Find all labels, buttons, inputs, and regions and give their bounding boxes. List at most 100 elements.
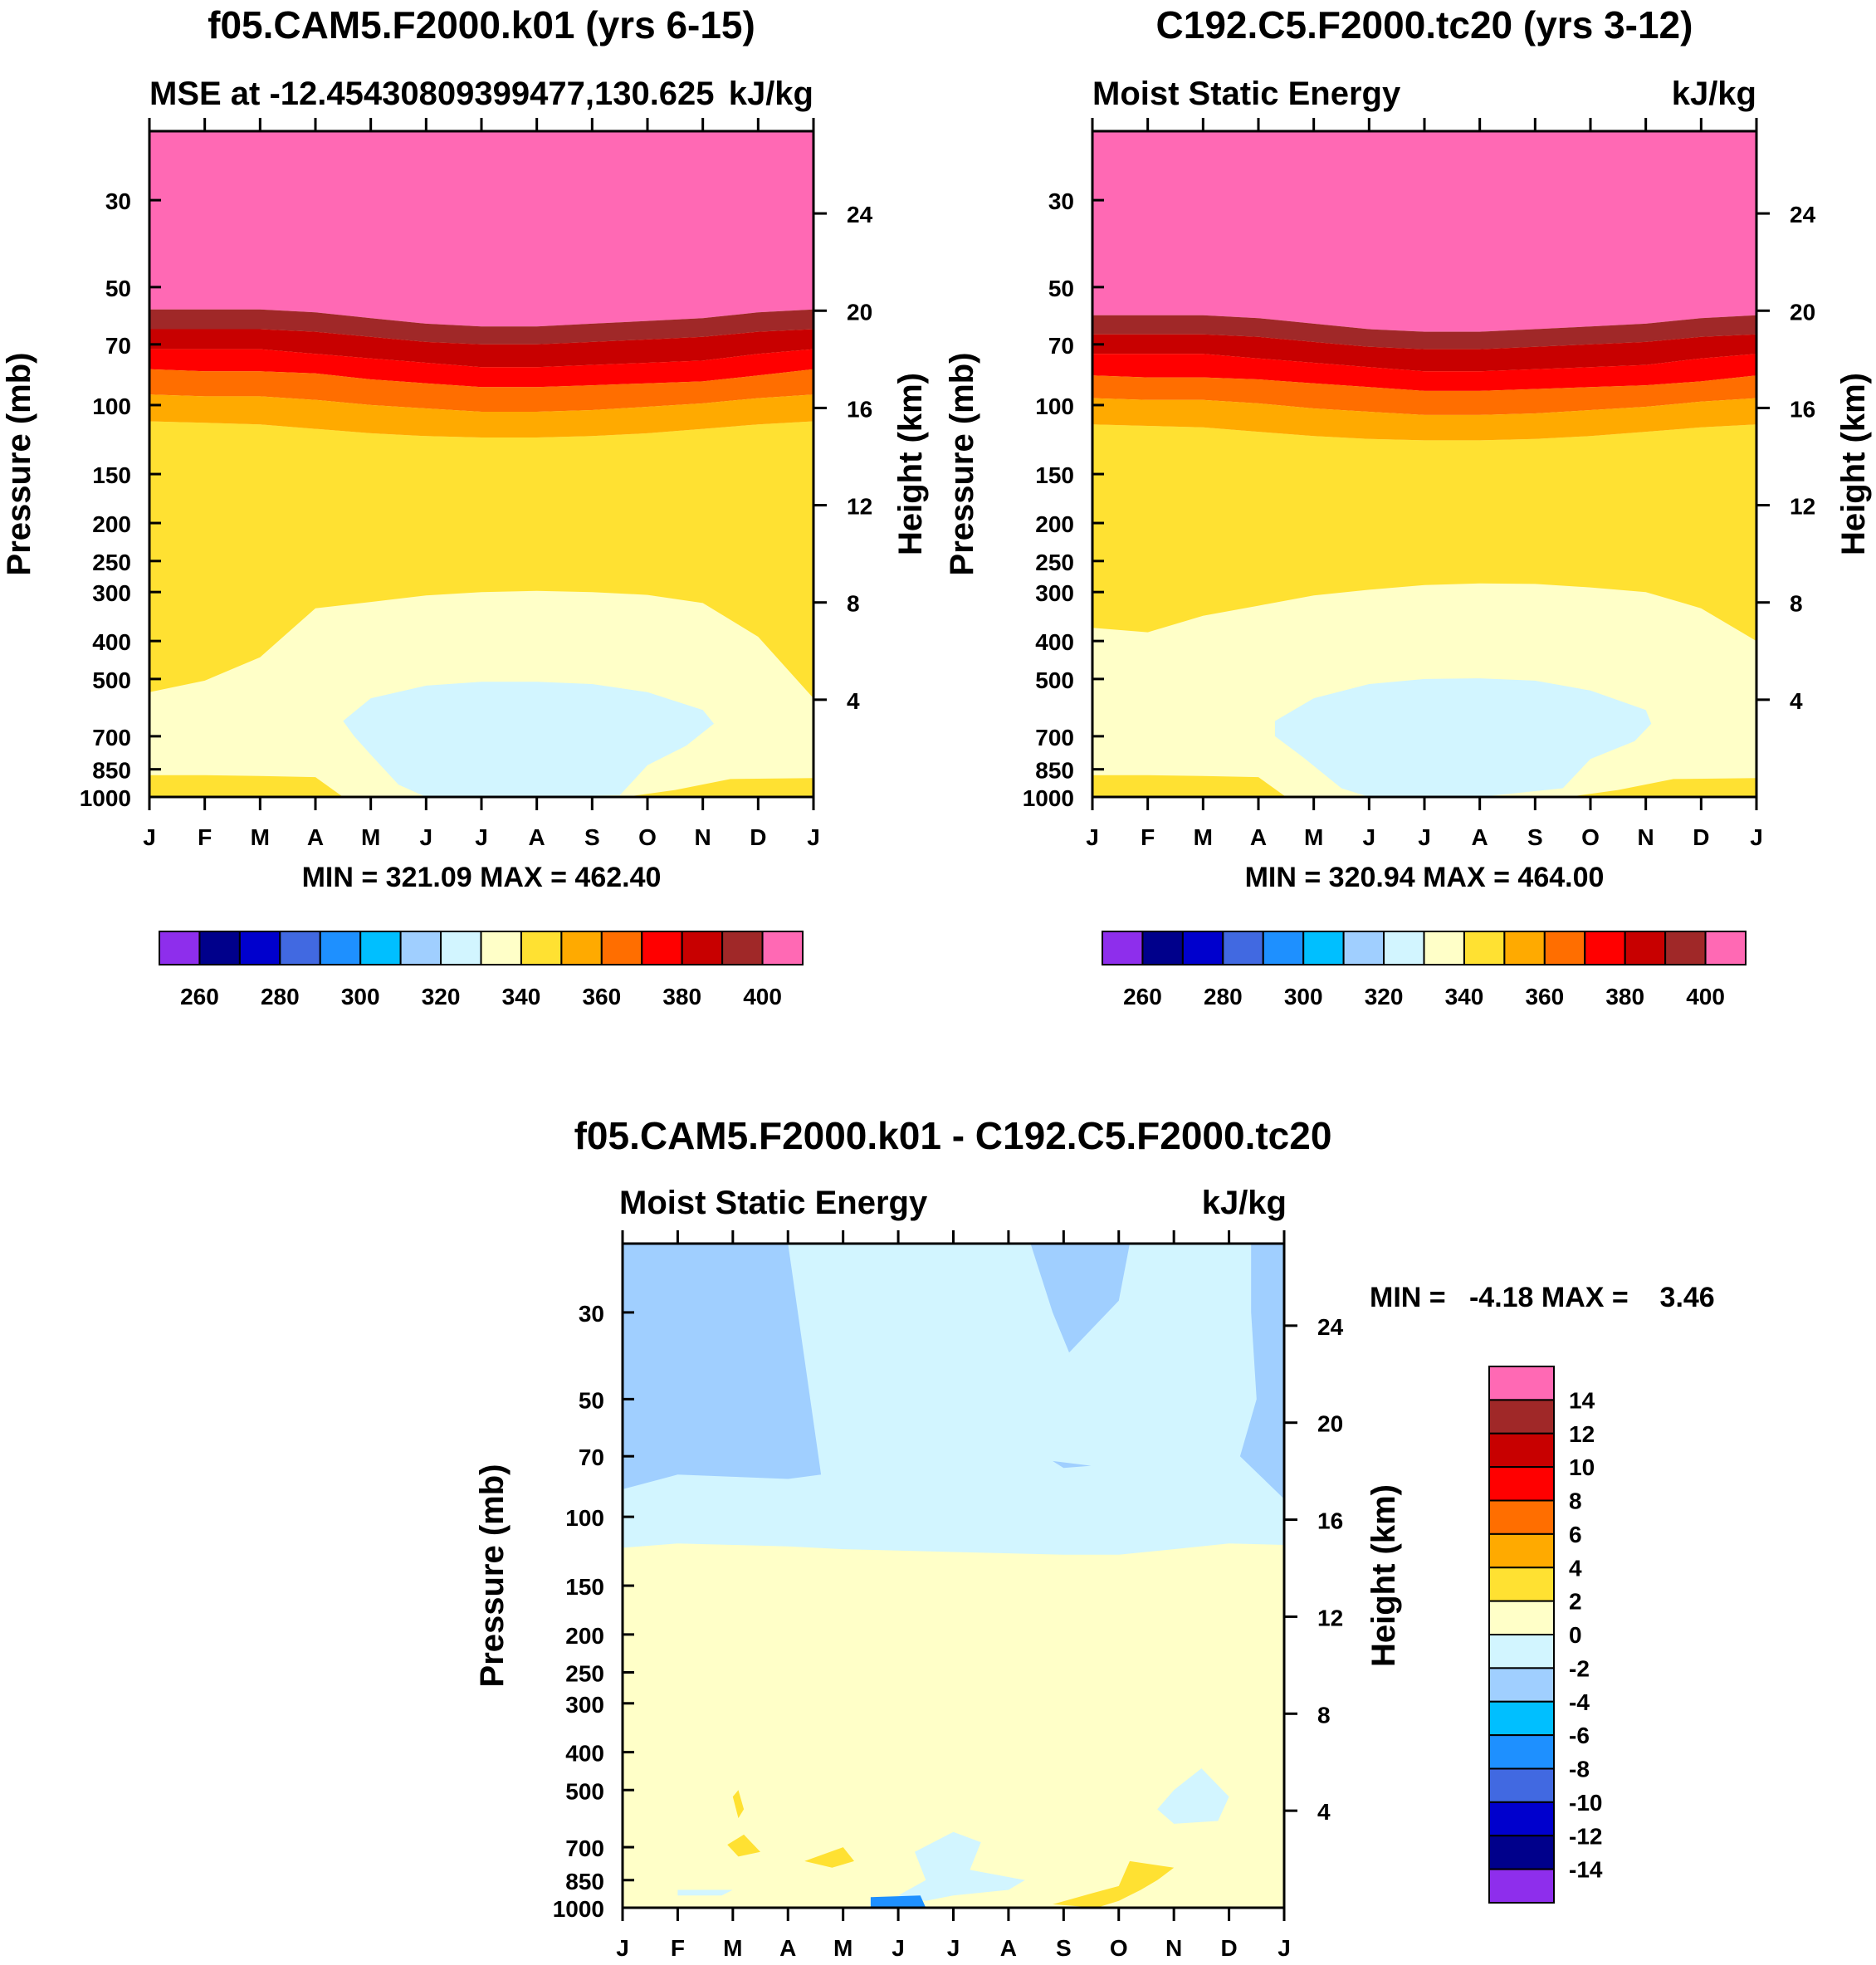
colorbar-label: 4 <box>1569 1555 1582 1581</box>
x-tick-label: A <box>1250 824 1267 850</box>
colorbar-box <box>238 931 281 965</box>
y-tick-label: 150 <box>565 1574 604 1600</box>
y2-tick-label: 8 <box>1790 591 1803 617</box>
contour-band-340-surface <box>149 775 344 797</box>
y-tick-label: 70 <box>579 1444 604 1470</box>
x-tick-label: O <box>1581 824 1600 850</box>
colorbar-label: 300 <box>341 984 380 1009</box>
contour-band-390 <box>1092 315 1756 349</box>
colorbar-label: -10 <box>1569 1790 1602 1816</box>
colorbar-box <box>399 931 442 965</box>
contour-band-350 <box>149 394 813 437</box>
y2-tick-label: 16 <box>1790 396 1815 422</box>
stats-label: MIN = 320.94 MAX = 464.00 <box>1245 862 1605 893</box>
colorbar-box <box>1423 931 1465 965</box>
y-tick-label: 300 <box>565 1692 604 1718</box>
y-tick-label: 700 <box>565 1835 604 1861</box>
x-tick-label: A <box>779 1935 796 1961</box>
contour-band-340-surface <box>625 778 813 797</box>
plot-area <box>623 1244 1284 1908</box>
y2-tick-label: 12 <box>847 494 872 520</box>
x-tick-label: D <box>750 824 766 850</box>
colorbar-box <box>1302 931 1345 965</box>
y2-tick-label: 20 <box>1317 1411 1343 1437</box>
contour-band-2-4 <box>727 1834 760 1857</box>
y-tick-label: 100 <box>92 393 131 419</box>
y-tick-label: 700 <box>1035 725 1074 750</box>
y2-tick-label: 24 <box>1317 1314 1344 1340</box>
y-tick-label: 250 <box>565 1661 604 1687</box>
y2-tick-label: 16 <box>847 396 872 422</box>
x-tick-label: N <box>695 824 711 850</box>
x-tick-label: A <box>1000 1935 1017 1961</box>
contour-band-320 <box>343 682 714 797</box>
x-tick-label: J <box>143 824 156 850</box>
colorbar-box <box>1488 1700 1555 1737</box>
contour-band-neg4-neg2 <box>1030 1244 1130 1353</box>
contour-band-320 <box>1275 678 1652 797</box>
colorbar-box <box>279 931 321 965</box>
y-tick-label: 850 <box>565 1869 604 1894</box>
x-tick-label: M <box>251 824 270 850</box>
colorbar-label: 14 <box>1569 1387 1595 1413</box>
colorbar-label: -4 <box>1569 1689 1590 1715</box>
x-tick-label: A <box>1472 824 1488 850</box>
x-tick-label: D <box>1693 824 1709 850</box>
x-tick-label: S <box>1527 824 1543 850</box>
colorbar-box <box>681 931 724 965</box>
plot-area <box>149 131 813 797</box>
contour-band-neg4-neg2 <box>1239 1244 1284 1499</box>
x-tick-label: O <box>1110 1935 1128 1961</box>
colorbar-box <box>1488 1532 1555 1569</box>
colorbar-label: 6 <box>1569 1522 1582 1547</box>
y-tick-label: 300 <box>92 580 131 606</box>
contour-band-400 <box>1092 131 1756 332</box>
panel-left-string: Moist Static Energy <box>619 1185 928 1221</box>
panel-title: f05.CAM5.F2000.k01 (yrs 6-15) <box>208 3 755 46</box>
y-tick-label: 200 <box>565 1623 604 1649</box>
y-tick-label: 50 <box>1048 276 1074 301</box>
colorbar: 260 280 300 320 340 360 380 400 <box>1102 931 1747 1009</box>
y-tick-label: 30 <box>1048 188 1074 214</box>
contour-band-380 <box>149 329 813 368</box>
x-tick-label: F <box>1141 824 1155 850</box>
x-tick-label: S <box>1056 1935 1072 1961</box>
colorbar-box <box>359 931 402 965</box>
y2-tick-label: 8 <box>1317 1702 1331 1728</box>
plot-area <box>1092 131 1756 797</box>
x-tick-label: M <box>1304 824 1323 850</box>
contour-band-400 <box>149 131 813 327</box>
colorbar-box <box>1584 931 1626 965</box>
y2-tick-label: 20 <box>847 299 872 325</box>
colorbar-box <box>1222 931 1264 965</box>
contour-band-360 <box>1092 375 1756 415</box>
y-tick-label: 1000 <box>80 785 131 811</box>
colorbar-box <box>1488 1432 1555 1469</box>
y-tick-label: 400 <box>1035 629 1074 655</box>
y-tick-label: 500 <box>1035 667 1074 693</box>
colorbar-box <box>1488 1835 1555 1870</box>
colorbar-label: -12 <box>1569 1823 1602 1849</box>
panel-title: C192.C5.F2000.tc20 (yrs 3-12) <box>1156 3 1693 46</box>
panel-title: f05.CAM5.F2000.k01 - C192.C5.F2000.tc20 <box>574 1114 1332 1157</box>
x-tick-label: J <box>892 1935 905 1961</box>
panel-right-string: kJ/kg <box>1672 76 1756 112</box>
colorbar-label: 360 <box>582 984 621 1009</box>
colorbar-box <box>1181 931 1224 965</box>
colorbar-box <box>761 931 804 965</box>
colorbar-label: 0 <box>1569 1622 1582 1648</box>
contour-band-380 <box>1092 334 1756 372</box>
colorbar-label: 260 <box>180 984 219 1009</box>
colorbar-label: 360 <box>1525 984 1564 1009</box>
y-tick-label: 200 <box>92 511 131 537</box>
panel-3: f05.CAM5.F2000.k01 - C192.C5.F2000.tc20 … <box>474 1114 1715 1961</box>
colorbar-box <box>159 931 201 965</box>
colorbar-label: -14 <box>1569 1857 1603 1883</box>
y-tick-label: 200 <box>1035 511 1074 537</box>
y-tick-label: 1000 <box>553 1896 604 1922</box>
x-tick-label: F <box>198 824 212 850</box>
x-tick-label: J <box>420 824 433 850</box>
